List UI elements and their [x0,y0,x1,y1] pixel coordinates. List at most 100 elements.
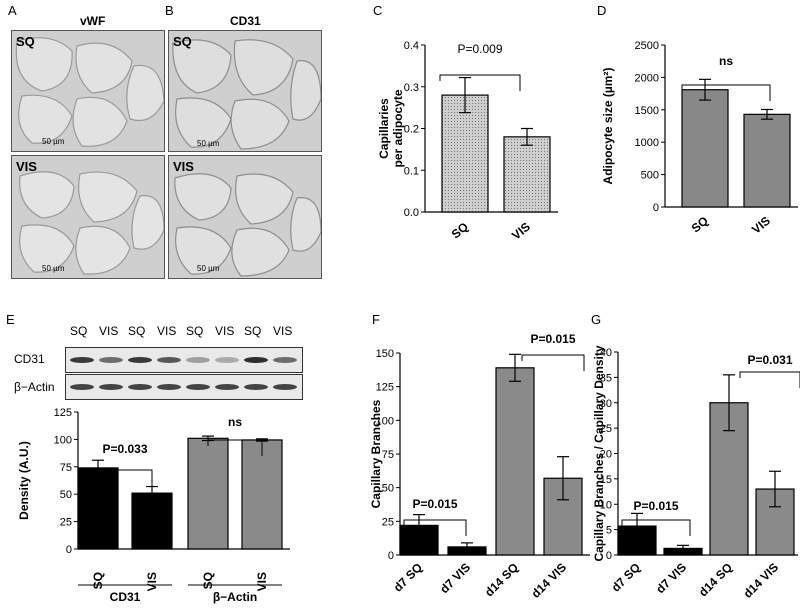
y-tick-label: 40 [600,347,612,359]
scale-bar: 50 µm [197,139,220,148]
actin-band [244,384,268,390]
blot-label-cd31: CD31 [14,352,45,366]
y-tick-label: 0.4 [404,40,419,52]
y-axis-label: Density (A.U.) [17,441,31,520]
micrograph-vwf-sq: SQ 50 µm [11,30,165,152]
micrograph-vwf-vis: VIS 50 µm [11,155,165,279]
y-tick-label: 1500 [635,105,659,117]
y-tick-label: 0 [66,544,72,556]
significance-bracket [681,84,771,101]
micrograph-cd31-vis: VIS 50 µm [168,155,322,279]
x-tick-label: d7 VIS [437,560,473,596]
bar [187,437,229,550]
x-tick-label: VIS [145,572,159,591]
cd31-band [70,357,94,363]
blot-lane-label: SQ [244,324,262,338]
chart-d: 0 500 1000 1500 2000 2500 Adipocyte size (µm²)… [601,40,798,237]
y-tick-label: 100 [54,434,72,446]
vis-label: VIS [16,159,37,174]
y-tick-label: 1000 [635,137,659,149]
y-tick-label: 0 [653,202,659,214]
actin-band [215,384,239,390]
blot-lane-label: SQ [128,324,146,338]
cd31-band [99,357,123,363]
adipocyte-texture [15,37,164,147]
blot-lane-label: SQ [70,324,88,338]
adipocyte-texture [19,171,164,275]
blot-label-actin: β−Actin [14,380,55,394]
y-tick-label: 2000 [635,72,659,84]
y-tick-label: 25 [60,517,72,529]
y-tick-label: 10 [600,499,612,511]
blot-actin [65,374,303,400]
x-tick-label: d7 SQ [609,560,643,594]
actin-band [186,384,210,390]
y-axis-label: Capillary Branches [369,399,383,508]
significance-label: P=0.015 [412,497,457,511]
significance-bracket [97,469,153,486]
y-tick-label: 100 [376,415,394,427]
scale-bar: 50 µm [42,264,65,273]
blot-lane-label: SQ [186,324,204,338]
bar [503,136,551,213]
panel-label-c: C [373,3,383,18]
adipocyte-texture [172,39,321,150]
blot-lane-label: VIS [215,324,235,338]
y-tick-label: 0 [606,550,612,562]
y-tick-label: 500 [641,170,659,182]
y-tick-label: 30 [600,398,612,410]
bar [743,113,791,208]
x-tick-label: SQ [449,220,471,242]
y-tick-label: 0.2 [404,124,419,136]
vwf-title: vWF [80,14,106,28]
x-tick-label: d14 SQ [696,560,735,599]
chart-f: 0 25 50 75 100 125 150 Capillary Branches d7 SQ d… [369,332,590,601]
cd31-band [244,357,268,363]
y-tick-label: 0.1 [404,165,419,177]
x-tick-label: d14 SQ [482,560,521,599]
x-tick-label: SQ [689,214,711,236]
panel-label-a: A [8,3,17,18]
group-label: β−Actin [213,590,257,604]
significance-bracket [739,371,800,388]
significance-label: P=0.033 [102,442,147,456]
blot-cd31 [65,347,303,373]
x-tick-label: SQ [91,572,105,589]
bar [241,439,283,550]
y-axis-label: per adipocyte [391,89,405,167]
actin-bands [70,384,297,390]
significance-label: P=0.015 [530,332,575,346]
significance-label: P=0.031 [747,353,792,367]
blot-lane-label: VIS [157,324,177,338]
scale-bar: 50 µm [197,264,220,273]
sq-label: SQ [173,34,192,49]
significance-label: ns [228,415,242,429]
y-tick-label: 50 [382,483,394,495]
cd31-band [273,357,297,363]
y-tick-label: 15 [600,474,612,486]
y-tick-label: 5 [606,525,612,537]
y-tick-label: 75 [60,462,72,474]
panel-label-b: B [165,3,174,18]
group-label: CD31 [110,590,141,604]
actin-band [99,384,123,390]
cd31-band [128,357,152,363]
cd31-title: CD31 [230,14,261,28]
y-axis-label: Adipocyte size (µm²) [601,68,615,185]
vis-label: VIS [173,159,194,174]
x-tick-label: d14 VIS [529,560,570,601]
significance-bracket [439,74,521,91]
actin-band [70,384,94,390]
panel-label-g: G [591,312,602,327]
actin-band [128,384,152,390]
significance-bracket [621,519,691,536]
adipocyte-texture [174,173,321,277]
y-tick-label: 0.0 [404,207,419,219]
panel-label-d: D [597,3,607,18]
y-axis-label: Capillary Branches / Capillary Density [592,345,606,561]
x-tick-label: VIS [749,214,773,237]
x-tick-label: d7 VIS [653,560,689,596]
y-tick-label: 150 [376,348,394,360]
